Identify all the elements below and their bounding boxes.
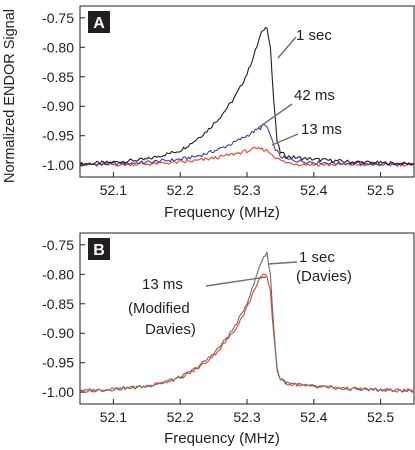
panel-b-label-1sec: 1 sec — [299, 249, 335, 266]
panel-a-label-13ms: 13 ms — [301, 121, 342, 138]
panel-b-badge — [88, 238, 110, 260]
y-tick-label: -0.85 — [42, 296, 74, 312]
panel-a: A -0.75-0.80-0.85-0.90-0.95-1.00 52.1 52.… — [42, 5, 415, 221]
panel-b-x-axis-label: Frequency (MHz) — [164, 430, 280, 447]
panel-a-leader-13ms — [271, 133, 299, 146]
x-tick-label: 52.5 — [367, 409, 394, 425]
panel-a-leader-1sec — [277, 36, 297, 59]
panel-a-y-ticks: -0.75 -0.80 -0.85 -0.90 -0.95 -1.00 — [42, 10, 85, 173]
series-line-1-sec-davies — [79, 251, 415, 394]
x-tick-label: 52.5 — [367, 182, 394, 198]
x-tick-label: 52.3 — [233, 182, 260, 198]
panel-a-label-1sec: 1 sec — [296, 27, 332, 44]
panel-b-label-13ms: 13 ms — [142, 276, 183, 293]
panel-b-series — [79, 251, 415, 394]
series-line-13-ms — [79, 146, 415, 167]
panel-a-badge — [88, 11, 110, 33]
panel-a-leader-42ms — [257, 103, 293, 129]
x-tick-label: 52.3 — [233, 409, 260, 425]
series-line-42-ms — [79, 123, 415, 167]
panel-a-badge-label: A — [93, 15, 105, 32]
panel-b-leader-1sec — [267, 261, 298, 265]
panel-b-y-ticks: -0.75 -0.80 -0.85 -0.90 -0.95 -1.00 — [42, 237, 85, 400]
x-tick-label: 52.1 — [100, 182, 127, 198]
y-tick-label: -0.90 — [42, 98, 74, 114]
panel-b-label-davies: (Davies) — [296, 268, 352, 285]
y-axis-label: Normalized ENDOR Signal — [2, 9, 18, 183]
panel-b-badge-label: B — [93, 242, 105, 259]
series-line-1-sec — [79, 27, 415, 167]
panel-b-frame — [79, 232, 415, 405]
y-tick-label: -0.90 — [42, 325, 74, 341]
y-tick-label: -0.75 — [42, 10, 74, 26]
panel-a-label-42ms: 42 ms — [294, 87, 335, 104]
series-line-13-ms-modified-davies — [79, 273, 415, 393]
panel-a-x-axis-label: Frequency (MHz) — [164, 204, 280, 221]
y-tick-label: -0.75 — [42, 237, 74, 253]
y-tick-label: -0.85 — [42, 69, 74, 85]
panel-b-label-modified: (Modified — [128, 300, 190, 317]
panel-b: B -0.75-0.80-0.85-0.90-0.95-1.00 52.1 52.… — [42, 232, 415, 447]
panel-b-label-davies-2: Davies) — [145, 321, 196, 338]
panel-a-series — [79, 27, 415, 167]
y-tick-label: -1.00 — [42, 157, 74, 173]
y-tick-label: -1.00 — [42, 384, 74, 400]
panel-a-frame — [79, 5, 415, 178]
x-tick-label: 52.2 — [167, 409, 194, 425]
x-tick-label: 52.4 — [300, 182, 327, 198]
x-tick-label: 52.1 — [100, 409, 127, 425]
x-tick-label: 52.4 — [300, 409, 327, 425]
panel-b-leader-13ms — [205, 276, 267, 287]
panel-b-x-ticks: 52.1 52.2 52.3 52.4 52.5 — [100, 399, 394, 425]
panel-a-x-ticks: 52.1 52.2 52.3 52.4 52.5 — [100, 172, 394, 198]
y-tick-label: -0.80 — [42, 266, 74, 282]
x-tick-label: 52.2 — [167, 182, 194, 198]
y-tick-label: -0.80 — [42, 39, 74, 55]
y-tick-label: -0.95 — [42, 355, 74, 371]
y-tick-label: -0.95 — [42, 128, 74, 144]
